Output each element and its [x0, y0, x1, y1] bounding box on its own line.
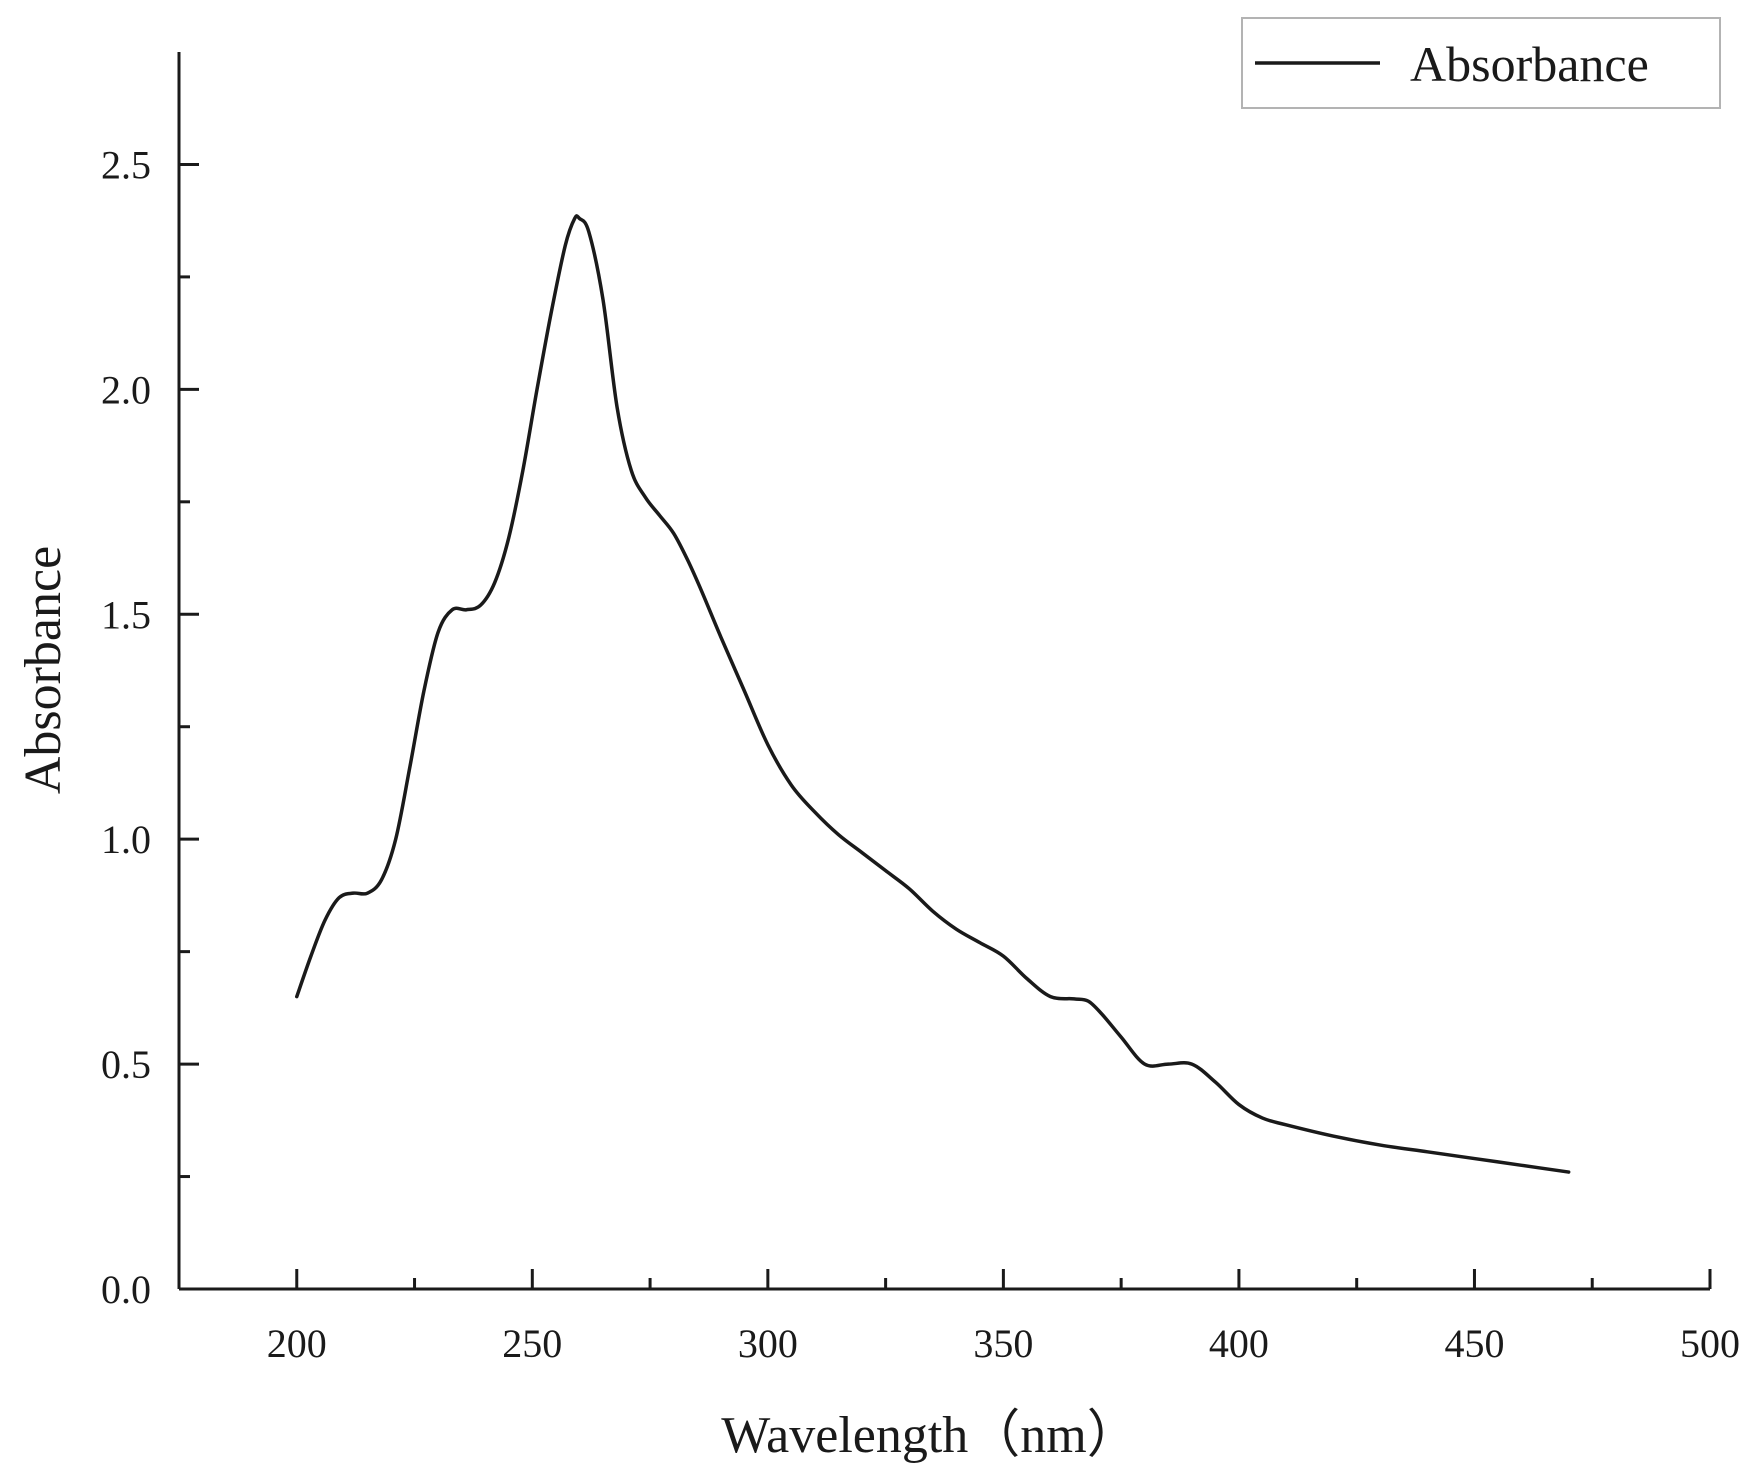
y-ticks: [179, 162, 199, 1291]
y-tick-label-1: 1.0: [101, 817, 151, 862]
legend: Absorbance: [1241, 17, 1721, 109]
y-axis-title: Absorbance: [15, 546, 72, 794]
x-axis: 200 250 300 350 400 450 500: [179, 1269, 1740, 1366]
y-tick-label-1.5: 1.5: [101, 592, 151, 637]
x-tick-label-200: 200: [267, 1321, 327, 1366]
absorbance-series-line: [295, 214, 1571, 1174]
x-tick-label-500: 500: [1680, 1321, 1740, 1366]
y-tick-label-0: 0.0: [101, 1267, 151, 1312]
legend-label: Absorbance: [1410, 36, 1649, 92]
x-ticks: [295, 1269, 1712, 1289]
y-tick-labels: 0.0 0.5 1.0 1.5 2.0 2.5: [101, 142, 151, 1312]
x-tick-label-300: 300: [738, 1321, 798, 1366]
x-tick-label-450: 450: [1444, 1321, 1504, 1366]
y-tick-label-2: 2.0: [101, 367, 151, 412]
y-tick-label-0.5: 0.5: [101, 1042, 151, 1087]
y-axis: 0.0 0.5 1.0 1.5 2.0 2.5: [101, 52, 199, 1312]
x-tick-label-400: 400: [1209, 1321, 1269, 1366]
x-tick-labels: 200 250 300 350 400 450 500: [267, 1321, 1740, 1366]
y-tick-label-2.5: 2.5: [101, 142, 151, 187]
x-axis-title: Wavelength（nm）: [721, 1407, 1139, 1464]
x-tick-label-250: 250: [502, 1321, 562, 1366]
x-tick-label-350: 350: [973, 1321, 1033, 1366]
